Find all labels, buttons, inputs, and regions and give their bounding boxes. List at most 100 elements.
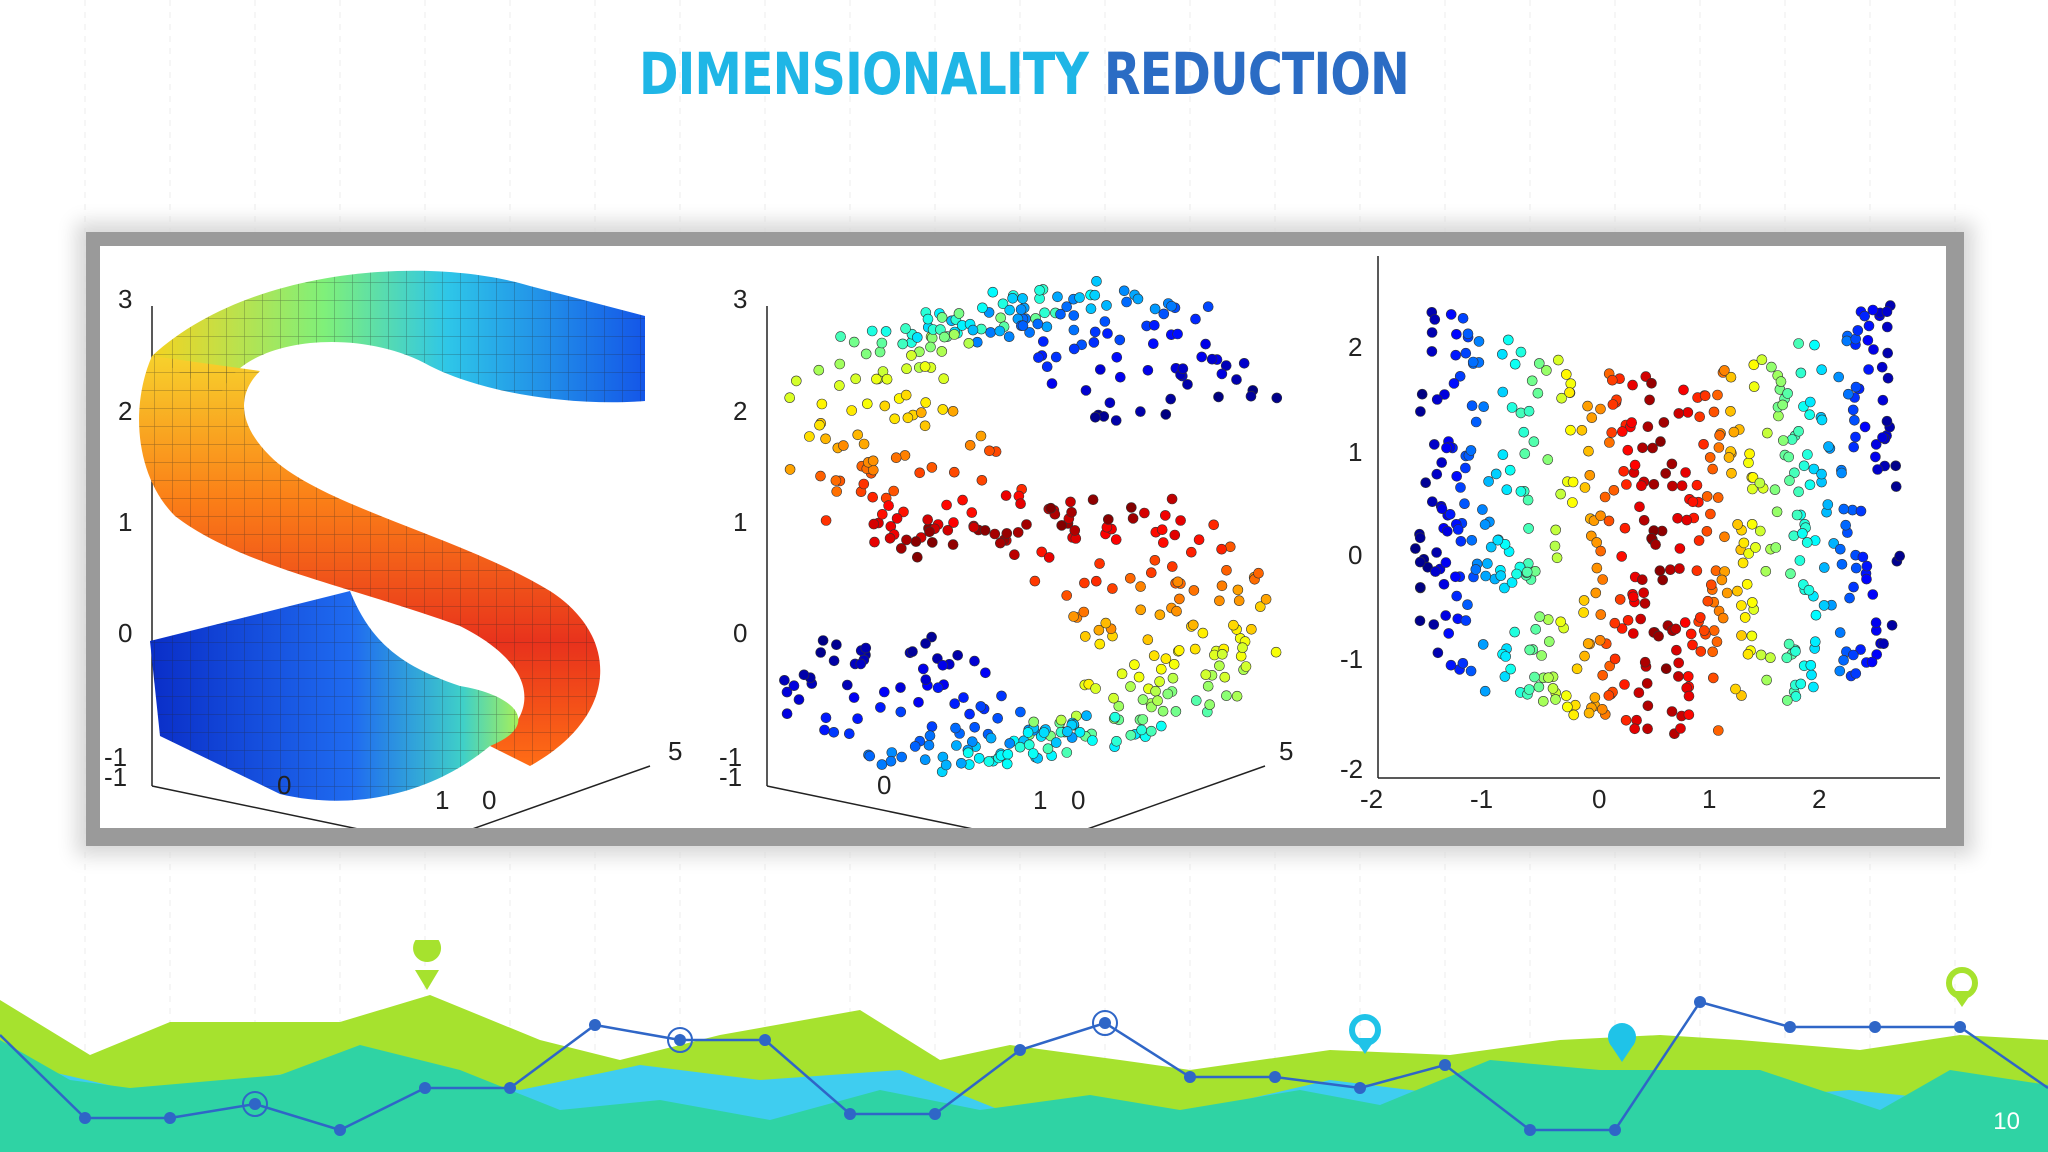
embedding-point <box>1436 503 1448 515</box>
embedding-point <box>1781 652 1793 664</box>
embedding-point <box>1719 365 1730 376</box>
scatter-point <box>1145 725 1157 737</box>
embedding-point <box>1515 486 1527 497</box>
scatter-point <box>1167 672 1179 684</box>
embedding-point <box>1674 563 1685 574</box>
scatter-point <box>964 440 976 451</box>
embedding-point <box>1576 425 1588 436</box>
scatter-point <box>1190 313 1201 325</box>
embedding-point <box>1555 488 1566 500</box>
scatter-point <box>855 658 867 670</box>
embedding-point <box>1583 445 1594 457</box>
embedding-point <box>1578 607 1589 618</box>
embedding-point <box>1894 550 1906 562</box>
embedding-point <box>1506 402 1518 413</box>
scatter-point <box>1231 374 1242 385</box>
scatter-point <box>1125 502 1137 513</box>
embedding-point <box>1795 367 1807 379</box>
embedding-point <box>1522 494 1534 506</box>
scatter-point <box>900 323 911 334</box>
scatter-point <box>1136 724 1147 736</box>
scatter-point <box>963 338 975 349</box>
scatter-point <box>1116 668 1128 680</box>
embedding-point <box>1736 600 1747 611</box>
embedding-point <box>1676 480 1688 491</box>
embedding-point <box>1415 582 1426 593</box>
scatter-point <box>1155 720 1167 732</box>
embedding-ytick: 2 <box>1348 332 1362 362</box>
embedding-point <box>1881 415 1893 427</box>
embedding-point <box>1639 656 1651 668</box>
scatter-point <box>1110 534 1122 545</box>
embedding-point <box>1693 535 1705 546</box>
embedding-point <box>1616 426 1628 437</box>
embedding-point <box>1452 524 1464 535</box>
embedding-point <box>1866 656 1878 668</box>
scatter-point <box>1055 308 1066 320</box>
scatter-point <box>1009 549 1020 561</box>
scatter-point <box>1027 748 1039 759</box>
scatter-point <box>927 537 938 548</box>
embedding-point <box>1805 659 1817 671</box>
embedding-point <box>1771 506 1783 518</box>
embedding-point <box>1777 435 1789 446</box>
embedding-point <box>1671 644 1682 656</box>
embedding-point <box>1816 468 1827 480</box>
embedding-point <box>1653 630 1664 642</box>
embedding-point <box>1470 416 1482 428</box>
embedding-point <box>1622 444 1634 456</box>
scatter-point <box>1114 371 1126 383</box>
embedding-point <box>1852 325 1864 336</box>
embedding-point <box>1716 574 1728 586</box>
embedding-point <box>1637 442 1648 454</box>
s-scatter-ztick: 1 <box>733 507 747 537</box>
scatter-point <box>950 722 961 734</box>
scatter-point <box>936 312 948 323</box>
embedding-point <box>1861 573 1872 585</box>
embedding-point <box>1589 692 1601 703</box>
embedding-point <box>1834 627 1846 638</box>
embedding-point <box>1790 645 1801 657</box>
embedding-point <box>1650 539 1661 550</box>
embedding-point <box>1561 690 1572 702</box>
embedding-ytick: 1 <box>1348 437 1362 467</box>
s-surface-ztick: -1 <box>104 742 127 772</box>
s-scatter-xtick: 0 <box>877 770 891 800</box>
scatter-point <box>1056 520 1068 531</box>
scatter-point <box>862 398 873 410</box>
scatter-point <box>1015 304 1027 315</box>
scatter-point <box>910 536 922 547</box>
embedding-ytick: -2 <box>1340 754 1363 784</box>
embedding-point <box>1857 551 1869 563</box>
scatter-point <box>1036 546 1048 558</box>
embedding-point <box>1804 396 1816 408</box>
scatter-point <box>895 706 907 718</box>
embedding-point <box>1725 406 1736 417</box>
scatter-point <box>1240 661 1252 672</box>
embedding-point <box>1450 349 1461 361</box>
embedding-point <box>1455 482 1466 493</box>
embedding-point <box>1524 644 1535 656</box>
scatter-point <box>838 440 849 451</box>
embedding-point <box>1473 336 1485 347</box>
embedding-point <box>1619 679 1630 690</box>
embedding-point <box>1890 481 1902 492</box>
scatter-point <box>1237 642 1248 654</box>
embedding-point <box>1705 508 1716 520</box>
embedding-point <box>1616 623 1628 634</box>
scatter-point <box>875 702 886 713</box>
embedding-point <box>1708 406 1720 418</box>
scatter-point <box>947 406 959 417</box>
embedding-point <box>1606 427 1618 438</box>
scatter-point <box>1034 284 1045 296</box>
scatter-point <box>1271 392 1283 404</box>
embedding-point <box>1567 497 1578 508</box>
embedding-point <box>1881 321 1893 333</box>
scatter-point <box>1172 328 1183 340</box>
embedding-point <box>1604 660 1616 672</box>
scatter-point <box>1121 296 1132 308</box>
embedding-point <box>1515 346 1527 358</box>
scatter-point <box>1147 338 1159 349</box>
embedding-point <box>1664 564 1676 576</box>
embedding-point <box>1638 514 1650 526</box>
